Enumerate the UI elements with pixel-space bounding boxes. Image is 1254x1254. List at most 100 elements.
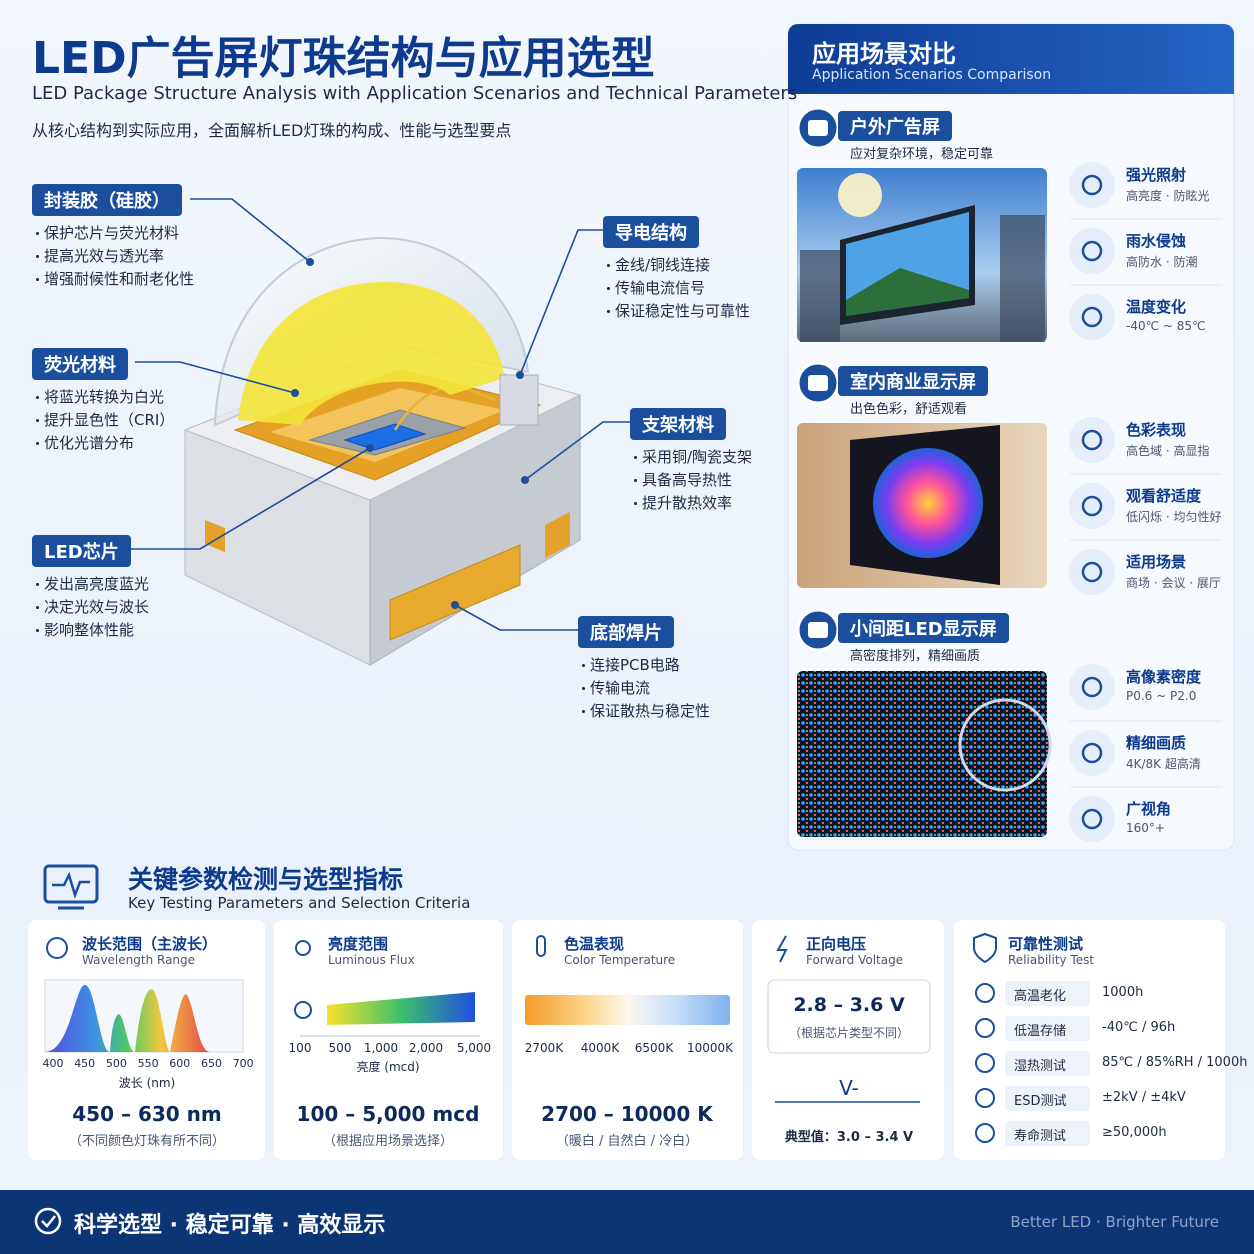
card-value: 2.8 – 3.6 V — [793, 994, 905, 1016]
callout-item: 发出高亮度蓝光 — [44, 575, 150, 593]
tick-label: 4000K — [580, 1041, 620, 1055]
callout-title: 支架材料 — [630, 408, 726, 440]
card-title: 亮度范围 — [328, 935, 389, 953]
callout-item: 增强耐候性和耐老化性 — [44, 270, 195, 288]
tick-label: 600 — [169, 1057, 191, 1070]
card-value: 2700 – 10000 K — [541, 1102, 713, 1126]
test-name: 低温存储 — [1014, 1024, 1067, 1039]
bullet — [36, 442, 39, 445]
bullet — [607, 287, 610, 290]
tagline: Better LED · Brighter Future — [1010, 1213, 1219, 1231]
icon — [1069, 294, 1115, 340]
card-subtitle: Color Temperature — [564, 953, 676, 967]
section-subtitle: 出色色彩，舒适观看 — [850, 402, 968, 417]
callout-item: 传输电流信号 — [615, 279, 706, 297]
bullet — [36, 255, 39, 258]
icon — [1081, 561, 1103, 583]
card-title: 波长范围（主波长） — [82, 935, 218, 953]
tick-label: 5,000 — [456, 1041, 492, 1055]
icon — [1069, 162, 1115, 208]
bullet — [36, 232, 39, 235]
bullet — [607, 264, 610, 267]
feature-desc: -40℃ ~ 85℃ — [1126, 319, 1206, 333]
card-axis_label: 亮度 (mcd) — [356, 1060, 420, 1074]
test-value: -40℃ / 96h — [1102, 1020, 1176, 1035]
card-typical: 典型值：3.0 – 3.4 V — [784, 1130, 914, 1145]
tick-label: 2,000 — [408, 1041, 444, 1055]
icon — [1081, 808, 1103, 830]
card-title: 可靠性测试 — [1008, 935, 1084, 953]
card-note: （不同颜色灯珠有所不同） — [68, 1134, 225, 1149]
bullet — [582, 710, 585, 713]
tick-label: 700 — [232, 1057, 254, 1070]
icon — [1069, 483, 1115, 529]
icon — [1081, 495, 1103, 517]
feature-desc: 4K/8K 超高清 — [1126, 757, 1201, 771]
callout-item: 提升显色性（CRI） — [44, 411, 175, 429]
tick-label: 1,000 — [363, 1041, 399, 1055]
subtitle-cn: 从核心结构到实际应用，全面解析LED灯珠的构成、性能与选型要点 — [32, 121, 512, 140]
test-name: 湿热测试 — [1014, 1059, 1067, 1074]
feature-desc: 低闪烁 · 均匀性好 — [1126, 510, 1222, 524]
feature-title: 温度变化 — [1126, 298, 1187, 316]
callout-item: 传输电流 — [590, 679, 651, 697]
card-note: （根据应用场景选择） — [322, 1134, 453, 1149]
callout-item: 具备高导热性 — [642, 471, 733, 489]
feature-desc: 160°+ — [1126, 821, 1165, 835]
icon — [1081, 742, 1103, 764]
section-title: 户外广告屏 — [838, 111, 952, 141]
tick-label: 500 — [328, 1041, 352, 1055]
callout-item: 采用铜/陶瓷支架 — [642, 448, 753, 466]
icon — [1069, 417, 1115, 463]
callout-item: 决定光效与波长 — [44, 598, 150, 616]
bullet — [36, 629, 39, 632]
bullet — [607, 310, 610, 313]
card-symbol: V- — [839, 1076, 859, 1100]
card-subtitle: Wavelength Range — [82, 953, 196, 967]
feature-title: 适用场景 — [1126, 553, 1187, 571]
card-value: 100 – 5,000 mcd — [296, 1102, 480, 1126]
params-title: 关键参数检测与选型指标 — [128, 865, 404, 894]
feature-desc: 高防水 · 防潮 — [1126, 255, 1198, 269]
feature-title: 雨水侵蚀 — [1126, 232, 1187, 250]
slogan: 科学选型 · 稳定可靠 · 高效显示 — [74, 1213, 386, 1238]
test-name: 高温老化 — [1014, 989, 1067, 1004]
params-subtitle: Key Testing Parameters and Selection Cri… — [128, 894, 471, 912]
section-title: 室内商业显示屏 — [838, 366, 988, 396]
callout-title: 底部焊片 — [578, 616, 674, 648]
tick-label: 100 — [288, 1041, 312, 1055]
bullet — [634, 479, 637, 482]
callout-item: 提升散热效率 — [642, 494, 733, 512]
card-note: （根据芯片类型不同） — [788, 1026, 909, 1040]
icon — [1069, 664, 1115, 710]
feature-desc: 商场 · 会议 · 展厅 — [1126, 576, 1221, 590]
callout-item: 连接PCB电路 — [590, 656, 680, 674]
card-note: （暖白 / 自然白 / 冷白） — [555, 1134, 699, 1149]
section-subtitle: 应对复杂环境，稳定可靠 — [850, 147, 994, 162]
bullet — [634, 456, 637, 459]
feature-title: 观看舒适度 — [1126, 487, 1202, 505]
icon — [1069, 730, 1115, 776]
bullet — [582, 664, 585, 667]
card-subtitle: Forward Voltage — [806, 953, 904, 967]
test-name: ESD测试 — [1014, 1094, 1067, 1109]
icon — [1081, 676, 1103, 698]
title: LED广告屏灯珠结构与应用选型 — [32, 33, 655, 84]
feature-title: 广视角 — [1126, 800, 1172, 818]
feature-title: 色彩表现 — [1126, 421, 1187, 439]
test-value: ≥50,000h — [1102, 1125, 1167, 1140]
card-subtitle: Luminous Flux — [328, 953, 415, 967]
feature-desc: 高色域 · 高显指 — [1126, 444, 1210, 458]
test-name: 寿命测试 — [1014, 1129, 1067, 1144]
card-subtitle: Reliability Test — [1008, 953, 1095, 967]
icon — [1069, 549, 1115, 595]
callout-item: 金线/铜线连接 — [615, 256, 711, 274]
section-subtitle: 高密度排列，精细画质 — [850, 649, 981, 664]
tick-label: 10000K — [686, 1041, 734, 1055]
callout-item: 提高光效与透光率 — [44, 247, 165, 265]
tick-label: 500 — [105, 1057, 127, 1070]
callout-title: LED芯片 — [32, 535, 131, 567]
tick-label: 2700K — [524, 1041, 564, 1055]
